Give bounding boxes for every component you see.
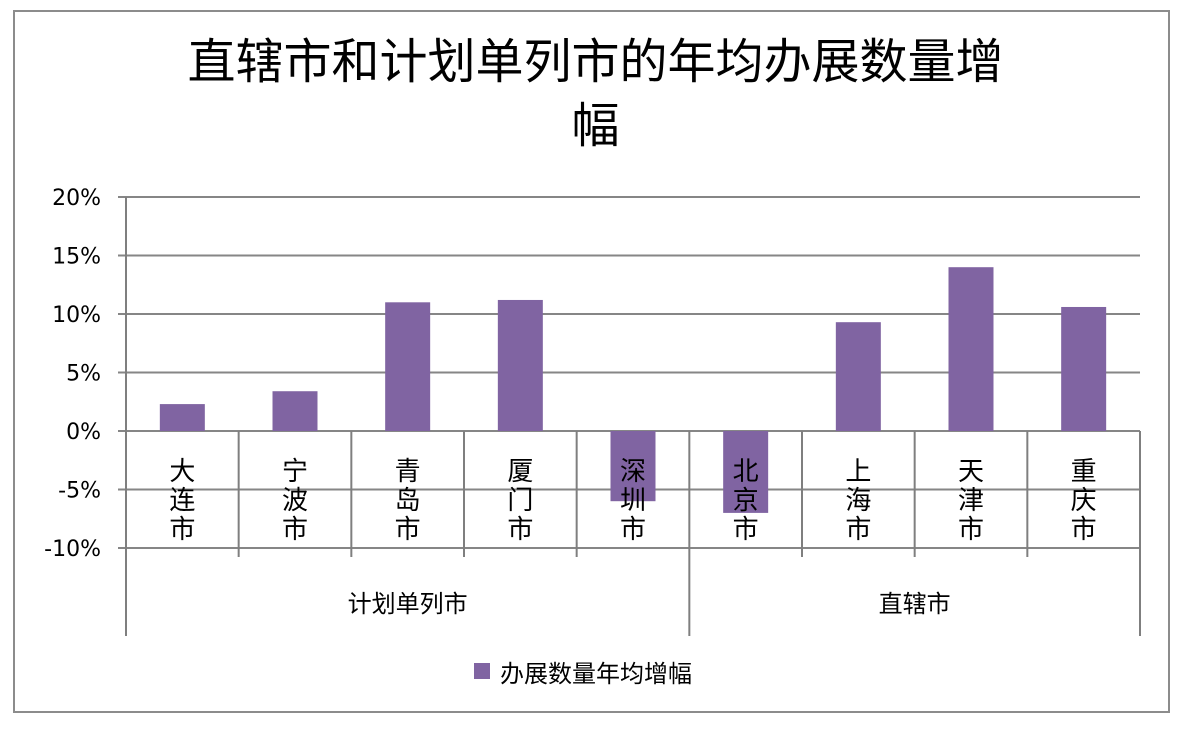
category-label: 京	[733, 486, 759, 516]
y-tick-label: 20%	[52, 186, 101, 211]
category-label: 波	[282, 486, 308, 516]
category-label: 市	[845, 515, 871, 545]
y-tick-label: 5%	[66, 362, 101, 387]
legend-label: 办展数量年均增幅	[500, 659, 692, 688]
bar	[497, 299, 543, 431]
category-label: 岛	[395, 486, 421, 516]
category-label: 连	[169, 486, 195, 516]
bar	[948, 267, 994, 431]
category-label: 天	[958, 457, 984, 487]
group-label: 计划单列市	[348, 590, 468, 618]
bar	[723, 431, 769, 513]
category-label: 市	[507, 515, 533, 545]
category-label: 市	[958, 515, 984, 545]
category-label: 海	[845, 486, 871, 516]
y-tick-label: -5%	[58, 479, 101, 504]
legend: 办展数量年均增幅	[474, 655, 692, 688]
y-tick-label: 10%	[52, 303, 101, 328]
group-label: 直辖市	[879, 590, 951, 618]
category-label: 市	[620, 515, 646, 545]
category-label: 市	[282, 515, 308, 545]
bar	[1061, 306, 1107, 431]
category-label: 大	[169, 457, 195, 487]
category-label: 庆	[1071, 486, 1097, 516]
y-tick-label: 0%	[66, 420, 101, 445]
category-label: 深	[620, 457, 646, 487]
y-tick-label: 15%	[52, 245, 101, 270]
chart-title: 直辖市和计划单列市的年均办展数量增 幅	[0, 30, 1191, 158]
bar	[385, 302, 431, 431]
bar	[159, 404, 205, 431]
chart-title-line-1: 直辖市和计划单列市的年均办展数量增	[187, 34, 1004, 90]
category-label: 市	[733, 515, 759, 545]
category-label: 上	[845, 457, 871, 487]
category-label: 青	[395, 457, 421, 487]
category-label: 市	[169, 515, 195, 545]
category-label: 市	[395, 515, 421, 545]
category-label: 宁	[282, 457, 308, 487]
category-label: 重	[1071, 457, 1097, 487]
category-label: 厦	[507, 457, 533, 487]
legend-swatch	[474, 663, 490, 679]
category-label: 圳	[620, 486, 646, 516]
y-tick-label: -10%	[44, 537, 101, 562]
category-label: 北	[733, 457, 759, 487]
bar	[610, 431, 656, 502]
bar	[272, 391, 318, 431]
bar	[835, 322, 881, 431]
category-label: 门	[507, 486, 533, 516]
category-label: 津	[958, 486, 984, 516]
category-label: 市	[1071, 515, 1097, 545]
chart-title-line-2: 幅	[571, 98, 620, 154]
